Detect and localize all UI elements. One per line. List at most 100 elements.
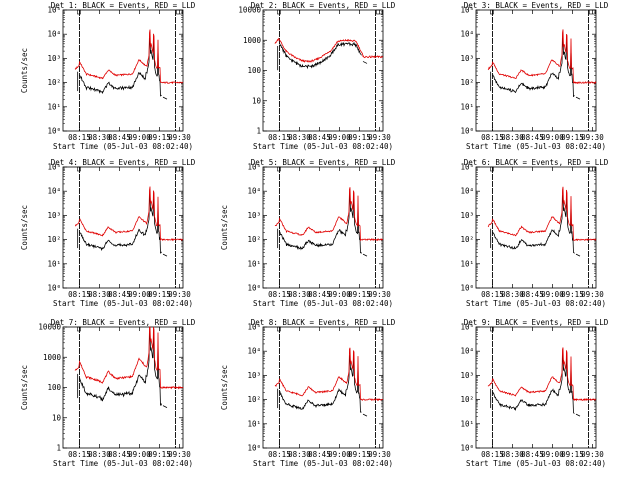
series-line-lld (487, 186, 597, 242)
x-tick-label: 08:30 (88, 133, 111, 142)
y-tick-label: 10000 (38, 323, 61, 332)
marker-flag (589, 166, 596, 172)
y-tick-label: 10² (47, 78, 61, 87)
plot-frame (262, 9, 384, 132)
y-tick-label: 10⁰ (247, 284, 261, 293)
y-tick-label: 10³ (460, 54, 474, 63)
x-tick-label: 09:15 (148, 450, 171, 459)
marker-flag (77, 9, 81, 15)
x-axis-label: Start Time (05-Jul-03 08:02:40) (466, 459, 606, 468)
x-tick-label: 08:15 (481, 290, 504, 299)
y-tick-label: 10⁰ (47, 127, 61, 136)
panel-title: Det 2: BLACK = Events, RED = LLD (251, 1, 396, 10)
x-tick-label: 08:45 (521, 290, 544, 299)
plot-frame (475, 326, 597, 449)
x-tick-label: 09:30 (368, 290, 391, 299)
x-tick-label: 09:00 (541, 290, 564, 299)
x-tick-label: 08:15 (68, 290, 91, 299)
plot-frame (62, 166, 184, 289)
marker-flag (77, 326, 81, 332)
panel-title: Det 6: BLACK = Events, RED = LLD (464, 158, 609, 167)
y-tick-label: 10¹ (47, 259, 61, 268)
series-line-events-tail (162, 405, 168, 409)
series-line-events (492, 37, 575, 97)
x-tick-label: 08:15 (68, 133, 91, 142)
panel-det-2: Det 2: BLACK = Events, RED = LLD 1 10 100 10… (238, 1, 395, 151)
y-tick-label: 10 (252, 96, 262, 105)
y-tick-label: 10000 (238, 6, 261, 15)
series-line-events-tail (362, 253, 368, 257)
series-line-events-tail (162, 253, 168, 257)
y-tick-label: 10² (460, 235, 474, 244)
y-tick-label: 10⁴ (47, 30, 61, 39)
series-line-events (79, 330, 162, 406)
panel-title: Det 1: BLACK = Events, RED = LLD (51, 1, 196, 10)
x-axis-label: Start Time (05-Jul-03 08:02:40) (53, 299, 193, 308)
y-tick-label: 10² (247, 235, 261, 244)
series-line-events (279, 193, 362, 254)
y-tick-label: 10¹ (247, 259, 261, 268)
panel-title: Det 9: BLACK = Events, RED = LLD (464, 318, 609, 327)
panel-det-1: Det 1: BLACK = Events, RED = LLD 10⁰ 10¹ 10… (20, 1, 196, 151)
x-axis-label: Start Time (05-Jul-03 08:02:40) (253, 459, 393, 468)
y-tick-label: 10⁵ (47, 6, 61, 15)
x-tick-label: 09:30 (368, 450, 391, 459)
x-tick-label: 08:45 (308, 450, 331, 459)
x-axis-label: Start Time (05-Jul-03 08:02:40) (466, 142, 606, 151)
y-tick-label: 10⁰ (460, 444, 474, 453)
x-tick-label: 09:30 (368, 133, 391, 142)
marker-flag (376, 166, 383, 172)
x-tick-label: 08:30 (501, 290, 524, 299)
marker-flag (277, 326, 281, 332)
y-tick-label: 10¹ (460, 102, 474, 111)
y-tick-label: 1 (56, 444, 61, 453)
panel-det-5: Det 5: BLACK = Events, RED = LLD 10⁰ 10¹ 10… (220, 158, 396, 308)
series-line-events-tail (575, 253, 581, 257)
series-line-events-tail (362, 61, 368, 64)
y-tick-label: 10⁴ (247, 347, 261, 356)
x-tick-label: 09:00 (128, 450, 151, 459)
x-tick-label: 08:30 (88, 450, 111, 459)
y-tick-label: 10⁵ (460, 323, 474, 332)
series-line-lld (274, 37, 384, 63)
y-axis-label: Counts/sec (20, 205, 29, 250)
x-tick-label: 08:30 (501, 133, 524, 142)
y-tick-label: 100 (47, 383, 61, 392)
plot-frame (475, 166, 597, 289)
series-line-lld (487, 29, 597, 85)
marker-flag (376, 326, 383, 332)
x-tick-label: 09:30 (168, 450, 191, 459)
x-tick-label: 09:00 (328, 450, 351, 459)
x-tick-label: 09:15 (148, 133, 171, 142)
y-tick-label: 10⁴ (247, 187, 261, 196)
panel-title: Det 5: BLACK = Events, RED = LLD (251, 158, 396, 167)
y-tick-label: 10³ (247, 371, 261, 380)
y-tick-label: 10⁵ (247, 163, 261, 172)
x-tick-label: 09:15 (348, 290, 371, 299)
plot-frame (475, 9, 597, 132)
y-axis-label: Counts/sec (20, 48, 29, 93)
plot-frame (262, 166, 384, 289)
y-tick-label: 10² (247, 395, 261, 404)
panel-title: Det 3: BLACK = Events, RED = LLD (464, 1, 609, 10)
series-line-events-tail (162, 96, 168, 100)
y-tick-label: 10 (52, 413, 62, 422)
x-tick-label: 08:30 (501, 450, 524, 459)
y-tick-label: 10³ (47, 211, 61, 220)
x-tick-label: 09:00 (541, 450, 564, 459)
x-axis-label: Start Time (05-Jul-03 08:02:40) (253, 142, 393, 151)
series-line-lld (74, 326, 184, 390)
y-tick-label: 10⁴ (460, 187, 474, 196)
x-tick-label: 08:30 (88, 290, 111, 299)
y-tick-label: 10⁵ (460, 163, 474, 172)
y-tick-label: 10⁵ (247, 323, 261, 332)
x-axis-label: Start Time (05-Jul-03 08:02:40) (53, 459, 193, 468)
y-tick-label: 10⁴ (47, 187, 61, 196)
marker-flag (277, 166, 281, 172)
x-tick-label: 09:15 (148, 290, 171, 299)
y-tick-label: 1000 (43, 353, 62, 362)
y-axis-label: Counts/sec (220, 205, 229, 250)
x-tick-label: 09:30 (168, 290, 191, 299)
marker-flag (176, 326, 183, 332)
x-tick-label: 09:15 (561, 450, 584, 459)
